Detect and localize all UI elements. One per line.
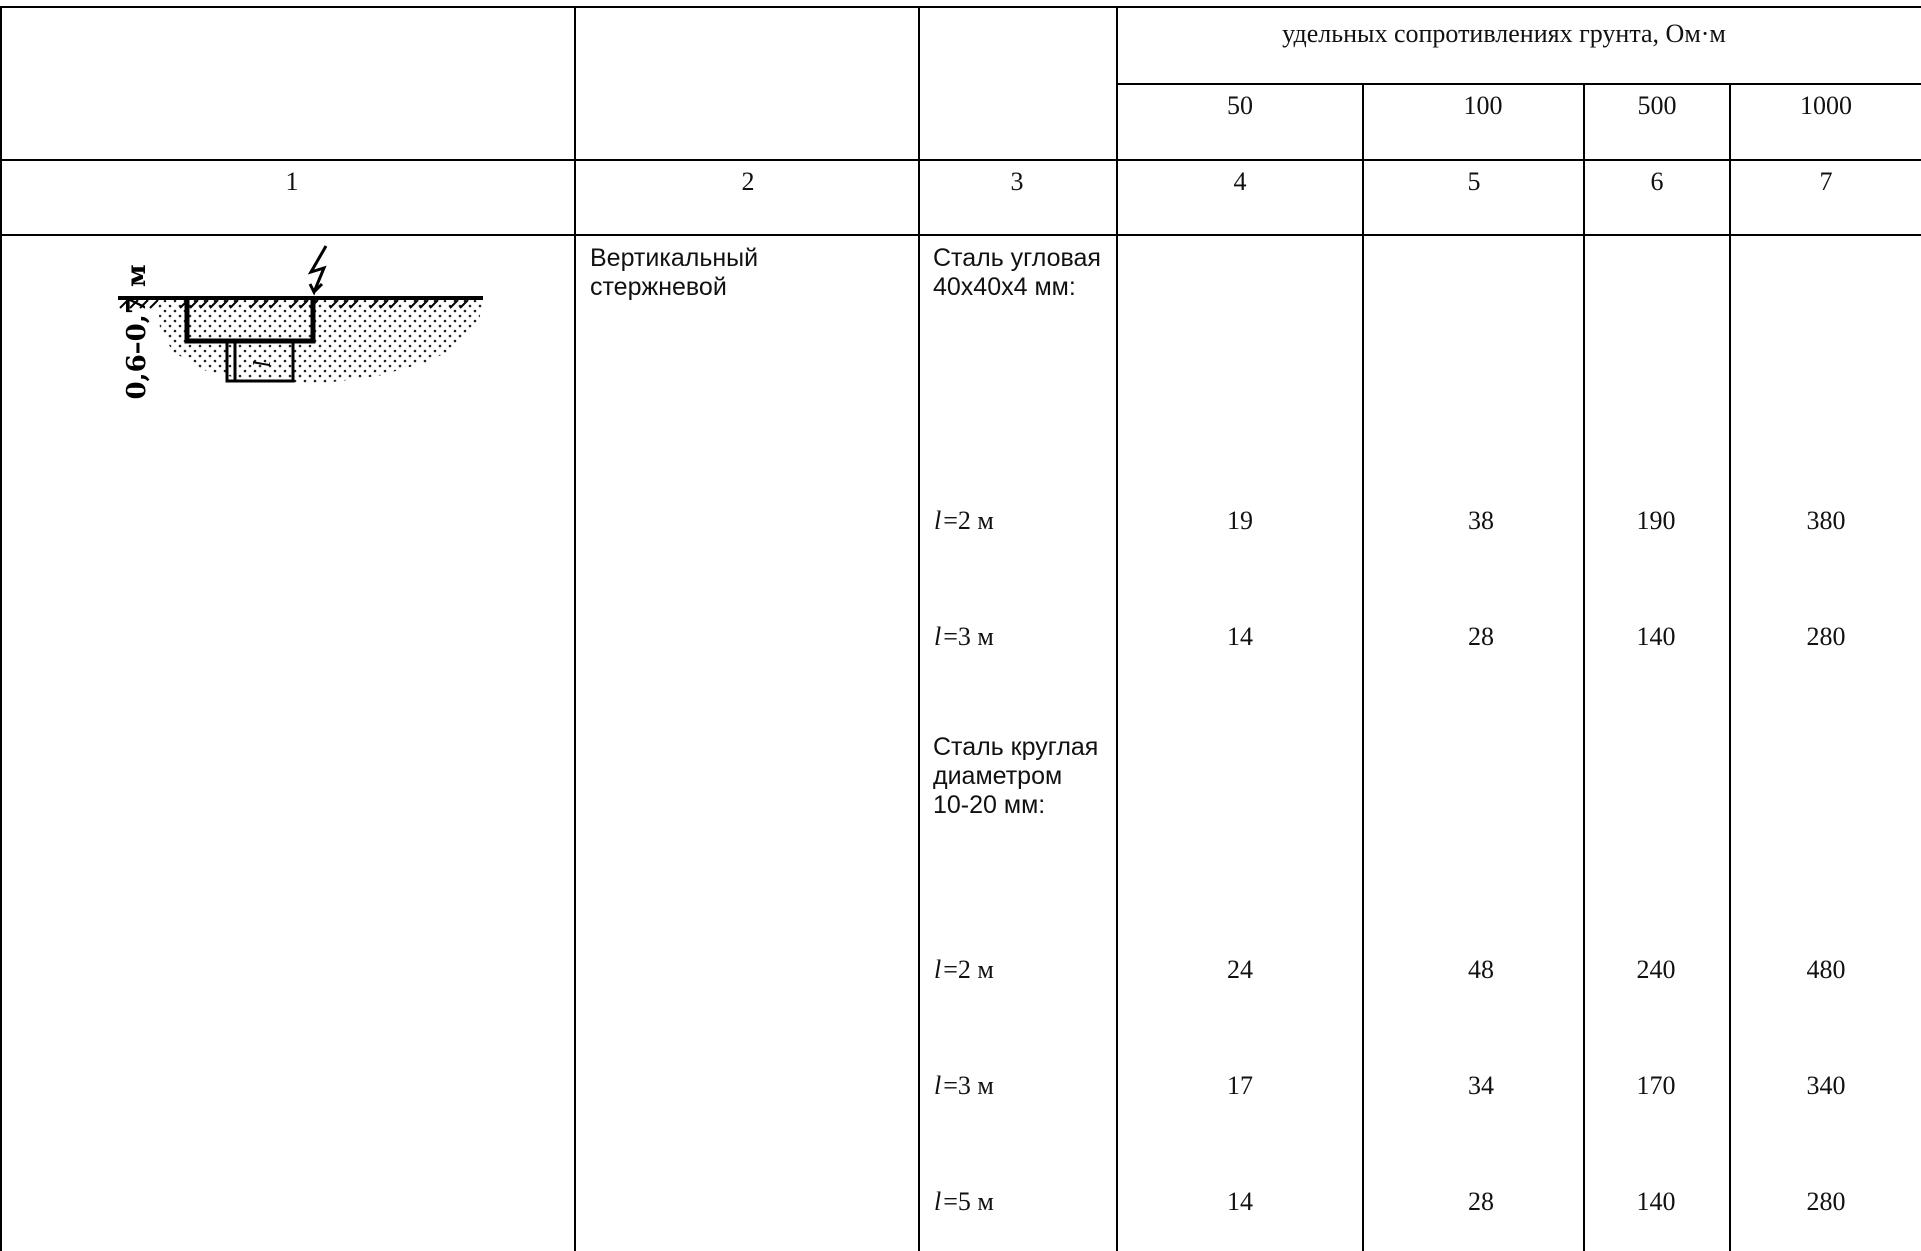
length-label: l=5 м — [934, 1189, 994, 1215]
resistance-value: 28 — [1468, 1187, 1494, 1216]
resistance-value: 19 — [1227, 506, 1253, 535]
horizontal-strip — [184, 298, 316, 344]
resistance-value: 17 — [1227, 1071, 1253, 1100]
table-top-border — [0, 6, 1921, 8]
resistance-value: 24 — [1227, 955, 1253, 984]
resistivity-value: 50 — [1227, 91, 1253, 120]
resistance-value: 190 — [1636, 506, 1676, 535]
length-value: =3 м — [943, 622, 994, 651]
header-divider — [1117, 83, 1921, 85]
numbers-bottom-border — [0, 234, 1921, 236]
lightning-icon — [307, 245, 328, 296]
col-divider-2 — [918, 6, 920, 1251]
ground-electrode-diagram: l 0,6–0,7 м — [118, 245, 483, 400]
rod-length-label: l — [250, 360, 276, 367]
length-var: l — [934, 1187, 942, 1216]
resistivity-value: 1000 — [1800, 91, 1852, 120]
resistance-value: 14 — [1227, 622, 1253, 651]
resistivity-value: 500 — [1637, 91, 1677, 120]
vertical-rod — [225, 341, 295, 383]
length-var: l — [934, 506, 942, 535]
column-number: 5 — [1467, 167, 1481, 196]
column-number: 3 — [1010, 167, 1024, 196]
col-divider-4 — [1362, 83, 1364, 1251]
resistance-value: 140 — [1636, 1187, 1676, 1216]
length-value: =5 м — [943, 1187, 994, 1216]
resistance-value: 380 — [1806, 506, 1846, 535]
col-divider-5 — [1583, 83, 1585, 1251]
resistance-value: 140 — [1636, 622, 1676, 651]
resistance-value: 34 — [1468, 1071, 1494, 1100]
length-value: =3 м — [943, 1071, 994, 1100]
length-label: l=2 м — [934, 508, 994, 534]
column-number: 7 — [1819, 167, 1833, 196]
resistance-value: 340 — [1806, 1071, 1846, 1100]
length-var: l — [934, 1071, 942, 1100]
material-label: Сталь круглая диаметром 10-20 мм: — [933, 733, 1099, 819]
resistance-value: 280 — [1806, 622, 1846, 651]
header-bottom-border — [0, 159, 1921, 161]
depth-label: 0,6–0,7 м — [122, 264, 152, 399]
resistance-value: 48 — [1468, 955, 1494, 984]
length-var: l — [934, 955, 942, 984]
resistance-value: 170 — [1636, 1071, 1676, 1100]
col-divider-1 — [574, 6, 576, 1251]
resistance-value: 14 — [1227, 1187, 1253, 1216]
column-number: 2 — [741, 167, 755, 196]
length-value: =2 м — [943, 955, 994, 984]
resistance-value: 280 — [1806, 1187, 1846, 1216]
column-number: 6 — [1650, 167, 1664, 196]
col-divider-6 — [1729, 83, 1731, 1251]
table-left-border — [0, 6, 2, 1251]
electrode-type: Вертикальный стержневой — [590, 244, 759, 301]
resistance-value: 38 — [1468, 506, 1494, 535]
column-number: 1 — [285, 167, 299, 196]
length-label: l=3 м — [934, 624, 994, 650]
soil-area — [158, 300, 483, 384]
resistivity-value: 100 — [1463, 91, 1503, 120]
length-value: =2 м — [943, 506, 994, 535]
length-label: l=3 м — [934, 1073, 994, 1099]
length-label: l=2 м — [934, 957, 994, 983]
resistance-value: 240 — [1636, 955, 1676, 984]
material-label: Сталь угловая 40x40x4 мм: — [933, 244, 1101, 301]
length-var: l — [934, 622, 942, 651]
column-number: 4 — [1233, 167, 1247, 196]
resistance-value: 480 — [1806, 955, 1846, 984]
col-divider-3 — [1116, 6, 1118, 1251]
resistivity-caption: удельных сопротивлениях грунта, Ом·м — [1282, 19, 1726, 48]
resistance-value: 28 — [1468, 622, 1494, 651]
